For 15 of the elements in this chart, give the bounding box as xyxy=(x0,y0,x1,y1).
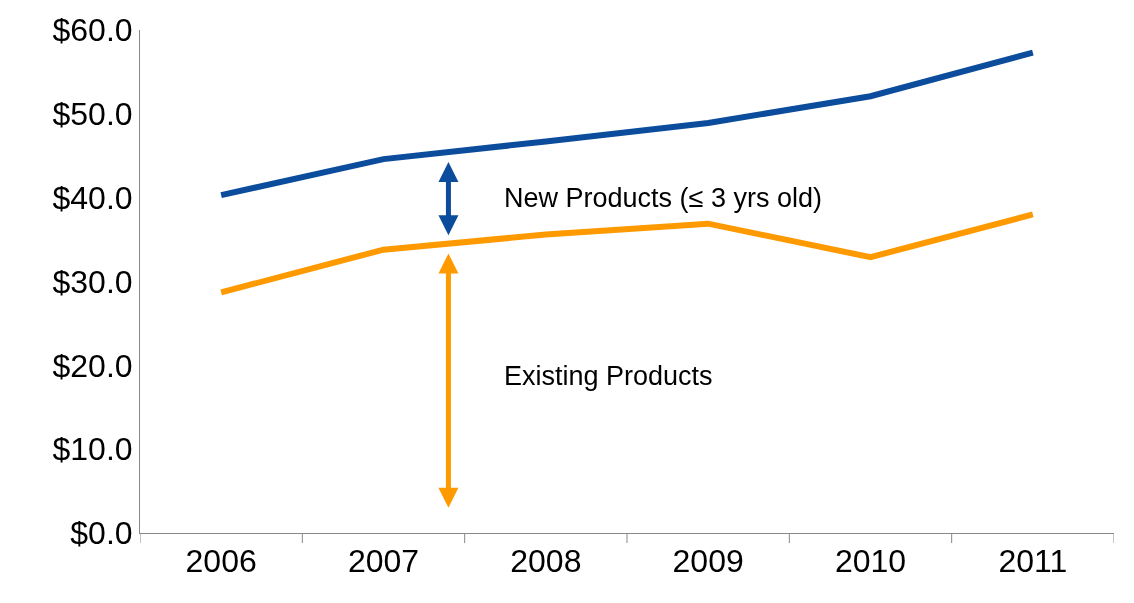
y-tick-label: $10.0 xyxy=(52,431,133,468)
x-tick-label: 2009 xyxy=(672,543,744,580)
y-tick-label: $0.0 xyxy=(70,515,133,552)
x-tick-label: 2008 xyxy=(510,543,582,580)
annotation: New Products (≤ 3 yrs old) xyxy=(504,183,822,213)
annotation: Existing Products xyxy=(504,361,713,391)
y-tick-label: $20.0 xyxy=(52,347,133,384)
x-tick-label: 2011 xyxy=(998,543,1068,580)
y-tick-label: $40.0 xyxy=(52,179,133,216)
y-tick-label: $30.0 xyxy=(52,263,133,300)
x-tick-label: 2010 xyxy=(834,543,907,580)
x-tick-label: 2007 xyxy=(347,543,420,580)
y-tick-label: $50.0 xyxy=(52,96,133,133)
x-tick-label: 2006 xyxy=(185,543,257,580)
y-tick-label: $60.0 xyxy=(52,12,133,49)
